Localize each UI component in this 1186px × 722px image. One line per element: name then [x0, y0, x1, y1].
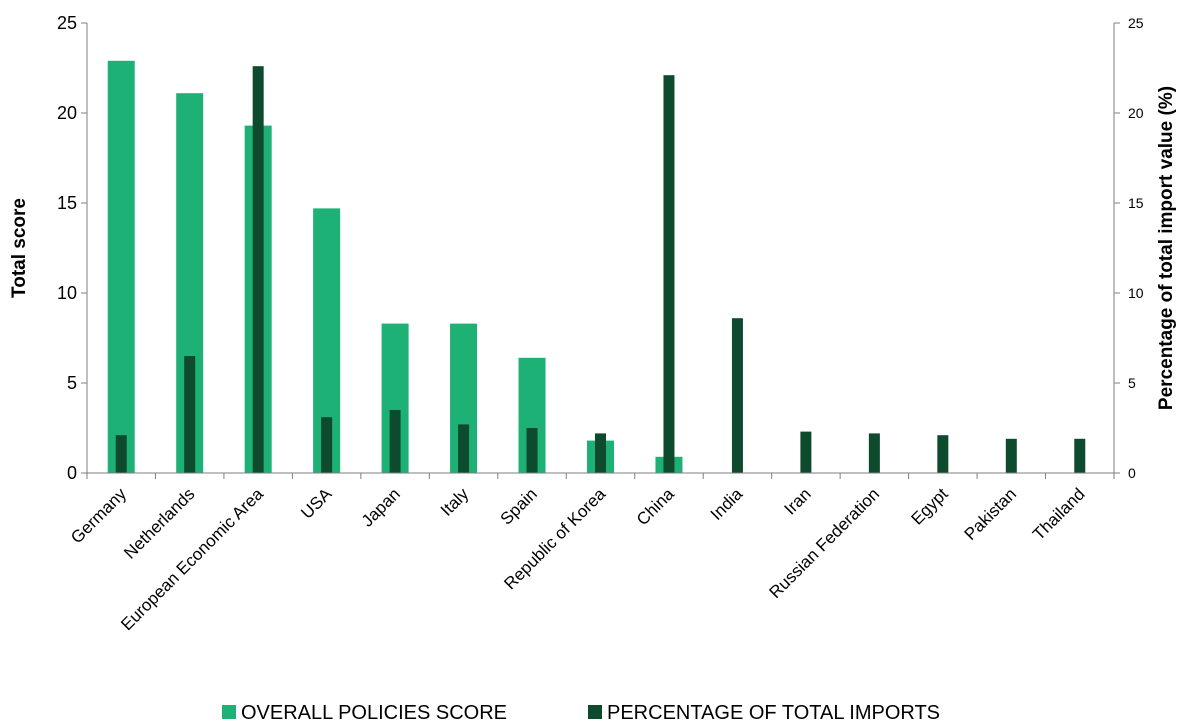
- y2-tick-label-3: 15: [1128, 195, 1144, 211]
- import-bars: [115, 66, 1086, 473]
- bar-imports-0: [115, 435, 127, 473]
- bar-imports-4: [389, 410, 401, 473]
- bar-imports-2: [252, 66, 264, 473]
- x-category-label-8: China: [633, 484, 678, 529]
- x-category-label-12: Egypt: [907, 484, 951, 528]
- x-category-label-5: Italy: [437, 484, 473, 520]
- y2-tick-label-5: 25: [1128, 15, 1144, 31]
- legend-label-imports: PERCENTAGE OF TOTAL IMPORTS: [607, 702, 940, 722]
- x-category-label-2: European Economic Area: [117, 484, 267, 634]
- bar-imports-3: [321, 417, 333, 473]
- legend-label-score: OVERALL POLICIES SCORE: [241, 702, 507, 722]
- y-tick-label-3: 15: [57, 193, 77, 213]
- y-tick-label-4: 20: [57, 103, 77, 123]
- x-category-label-0: Germany: [67, 484, 130, 547]
- y2-axis-title: Percentage of total import value (%): [1156, 86, 1177, 410]
- y-tick-label-1: 5: [67, 373, 77, 393]
- bar-imports-6: [526, 428, 538, 473]
- legend-swatch-score: [222, 705, 236, 719]
- x-category-label-14: Thailand: [1029, 484, 1089, 544]
- y-tick-label-0: 0: [67, 463, 77, 483]
- legend-swatch-imports: [588, 705, 602, 719]
- bar-imports-5: [458, 424, 470, 473]
- y2-tick-label-2: 10: [1128, 285, 1144, 301]
- bar-imports-13: [1005, 438, 1017, 473]
- x-category-label-13: Pakistan: [961, 484, 1021, 544]
- bar-imports-1: [184, 356, 196, 473]
- legend: OVERALL POLICIES SCORE PERCENTAGE OF TOT…: [222, 702, 940, 722]
- bar-imports-10: [800, 431, 812, 473]
- y-tick-label-2: 10: [57, 283, 77, 303]
- x-category-label-6: Spain: [497, 484, 541, 528]
- bar-imports-12: [937, 435, 949, 473]
- x-category-label-9: India: [707, 484, 747, 524]
- x-category-label-10: Iran: [781, 484, 815, 518]
- y2-tick-label-4: 20: [1128, 105, 1144, 121]
- bar-imports-7: [595, 433, 606, 473]
- bar-imports-11: [868, 433, 880, 473]
- axes: 0 5 10 15 20 25 0 5 10 15 20 25: [57, 13, 1144, 483]
- bar-imports-9: [731, 318, 743, 473]
- y2-tick-label-1: 5: [1128, 375, 1136, 391]
- x-category-label-3: USA: [297, 484, 336, 523]
- bar-imports-8: [663, 75, 675, 473]
- bar-score-0: [107, 60, 135, 474]
- bar-imports-14: [1074, 438, 1086, 473]
- y-axis-title: Total score: [9, 198, 30, 298]
- x-category-label-4: Japan: [358, 484, 404, 530]
- y-tick-label-5: 25: [57, 13, 77, 33]
- y2-tick-label-0: 0: [1128, 465, 1136, 481]
